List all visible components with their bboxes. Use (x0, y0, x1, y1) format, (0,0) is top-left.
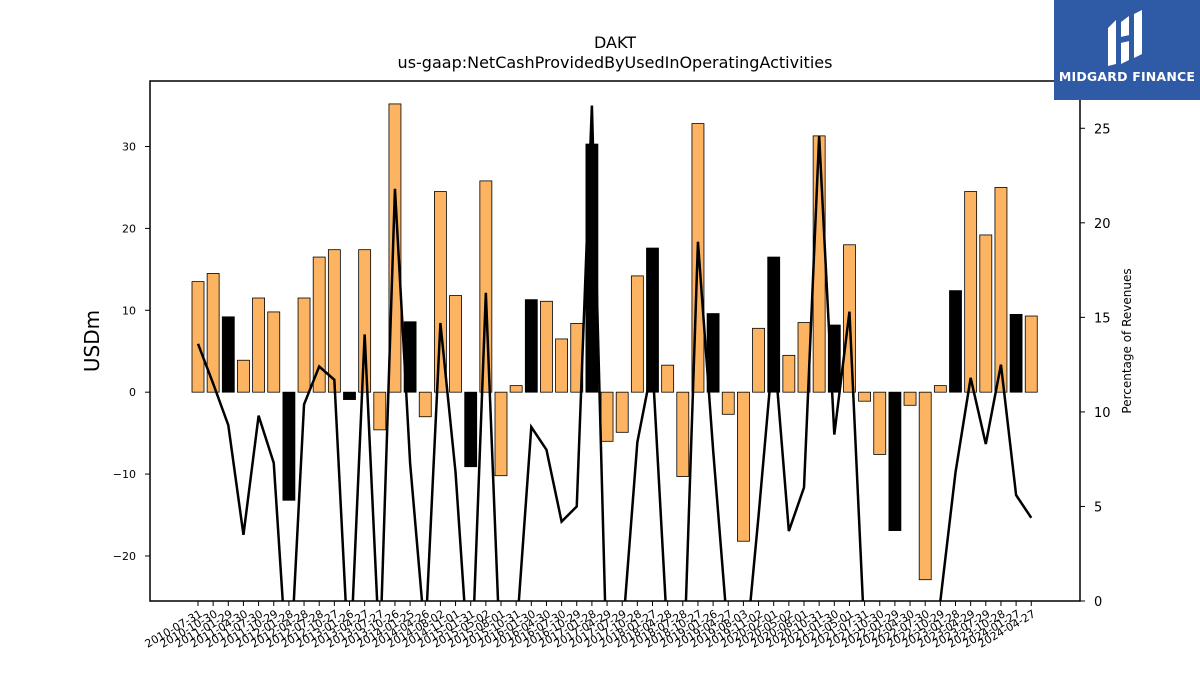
bar (252, 297, 266, 393)
y-tick-label: 30 (122, 141, 136, 154)
bar (615, 391, 629, 433)
bar (418, 391, 432, 418)
y2-tick-label: 10 (1094, 406, 1111, 421)
y-axis-label: USDm (80, 310, 104, 372)
y-tick-label: 20 (122, 222, 136, 235)
bar (1009, 313, 1023, 393)
bar (312, 256, 326, 393)
bar (555, 338, 568, 393)
chart-title: DAKT (594, 33, 636, 52)
bar (646, 247, 659, 393)
plot-area: −20−10010203005101520252010-07-312010-10… (113, 103, 1111, 651)
bar (297, 297, 311, 393)
series-line (196, 105, 1033, 601)
bar (237, 359, 250, 393)
y-tick-label: 0 (129, 386, 136, 399)
bar (964, 191, 978, 393)
bar (979, 234, 993, 393)
bar (327, 249, 341, 393)
y2-axis-label: Percentage of Revenues (1120, 268, 1134, 413)
chart-subtitle: us-gaap:NetCashProvidedByUsedInOperating… (398, 53, 833, 72)
bar (509, 385, 523, 393)
brand-name: MIDGARD FINANCE (1058, 69, 1196, 84)
bar (721, 391, 735, 415)
bar (524, 299, 538, 393)
bar (1024, 315, 1038, 393)
midgard-logo-icon (1108, 10, 1142, 66)
bar (752, 327, 765, 393)
bar (464, 391, 478, 468)
bar (373, 391, 387, 431)
y2-tick-label: 25 (1094, 122, 1111, 137)
brand-logo: MIDGARD FINANCE (1054, 0, 1200, 100)
bar (737, 391, 750, 542)
bar (267, 311, 281, 393)
bar (918, 391, 932, 581)
y2-tick-label: 15 (1094, 311, 1111, 326)
bar (358, 249, 372, 393)
bar (994, 187, 1008, 393)
bar (933, 385, 947, 393)
y2-tick-label: 20 (1094, 217, 1111, 232)
y-tick-label: 10 (122, 304, 136, 317)
bar (858, 391, 871, 402)
y-tick-label: −20 (113, 550, 136, 563)
bar (449, 295, 462, 393)
bar (888, 391, 902, 531)
y-tick-label: −10 (113, 468, 136, 481)
bar (782, 354, 796, 393)
bar (661, 364, 675, 393)
bar (676, 391, 690, 477)
bar (949, 290, 962, 393)
bar (343, 391, 356, 400)
bar (494, 391, 508, 477)
bar (812, 135, 826, 393)
bar (206, 273, 220, 393)
bar (767, 256, 781, 393)
bar (630, 275, 644, 393)
y2-tick-label: 5 (1094, 500, 1102, 515)
bar (191, 281, 205, 393)
plot-frame (149, 80, 1081, 602)
bar (221, 316, 235, 393)
bar (600, 391, 614, 442)
bar (479, 180, 493, 393)
bar (540, 300, 553, 393)
y2-tick-label: 0 (1094, 595, 1102, 610)
bar (282, 391, 296, 501)
bar (873, 391, 887, 455)
bar (903, 391, 917, 406)
